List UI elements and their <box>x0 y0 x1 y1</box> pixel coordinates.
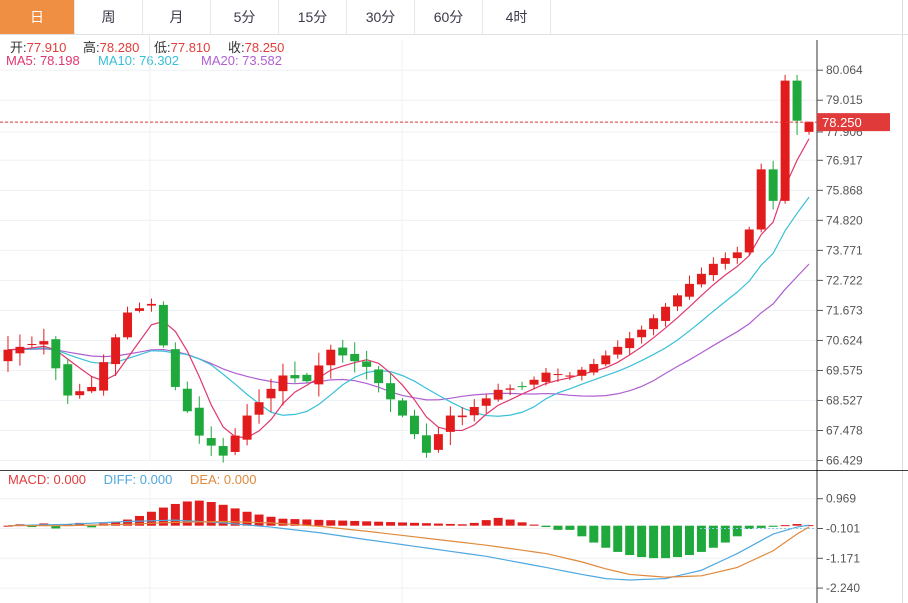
svg-text:66.429: 66.429 <box>826 454 863 468</box>
svg-text:80.064: 80.064 <box>826 63 863 77</box>
svg-text:71.673: 71.673 <box>826 303 863 317</box>
svg-text:75.868: 75.868 <box>826 183 863 197</box>
svg-text:67.478: 67.478 <box>826 424 863 438</box>
svg-text:72.722: 72.722 <box>826 273 863 287</box>
svg-text:0.969: 0.969 <box>826 492 856 506</box>
svg-text:68.527: 68.527 <box>826 393 863 407</box>
svg-text:-1.171: -1.171 <box>826 551 860 565</box>
svg-text:70.624: 70.624 <box>826 333 863 347</box>
svg-text:-0.101: -0.101 <box>826 522 860 536</box>
svg-text:-2.240: -2.240 <box>826 581 860 595</box>
svg-text:76.917: 76.917 <box>826 153 863 167</box>
svg-text:73.771: 73.771 <box>826 243 863 257</box>
svg-text:78.250: 78.250 <box>822 115 862 130</box>
svg-text:74.820: 74.820 <box>826 213 863 227</box>
svg-text:69.575: 69.575 <box>826 363 863 377</box>
svg-text:79.015: 79.015 <box>826 93 863 107</box>
